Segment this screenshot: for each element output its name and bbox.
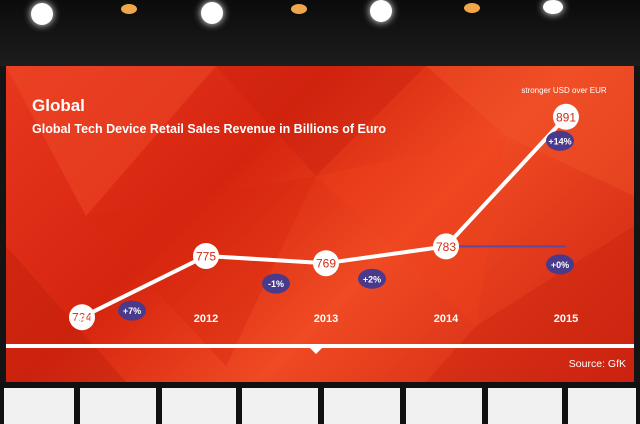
spotlight-1: [31, 3, 53, 25]
data-label: 891: [556, 110, 576, 124]
spotlight-6: [464, 3, 480, 13]
growth-label: +14%: [548, 136, 571, 146]
spotlight-7: [543, 0, 563, 14]
stage-ceiling: [0, 0, 640, 66]
growth-label: +2%: [363, 274, 381, 284]
chart-annotation: stronger USD over EUR: [521, 86, 607, 95]
divider-pointer: [310, 348, 322, 354]
data-label: 775: [196, 250, 216, 264]
spotlight-4: [291, 4, 307, 14]
spotlight-3: [201, 2, 223, 24]
growth-badge: [262, 273, 290, 294]
growth-label: -1%: [268, 279, 284, 289]
slide-title: Global: [32, 96, 85, 115]
stage-panel: [162, 388, 236, 424]
data-point: [193, 243, 219, 269]
data-label: 783: [436, 240, 456, 254]
x-tick-label: 2013: [314, 313, 338, 325]
bottom-divider: [6, 344, 634, 348]
stage-panel: [406, 388, 482, 424]
stage-panel: [80, 388, 156, 424]
stage-panel: [242, 388, 318, 424]
stage-panel: [324, 388, 400, 424]
background-facets: [6, 66, 634, 382]
growth-badge: [358, 268, 386, 289]
growth-badge: [118, 300, 146, 321]
data-point: [313, 250, 339, 277]
chart-subtitle: Global Tech Device Retail Sales Revenue …: [32, 122, 387, 136]
data-label: 724: [72, 311, 92, 325]
stage-panel: [488, 388, 562, 424]
data-point: [553, 103, 579, 130]
source-note: Source: GfK: [568, 358, 626, 370]
data-point: [69, 304, 95, 331]
spotlight-2: [121, 4, 137, 14]
data-point: [433, 233, 459, 260]
x-tick-label: 2015: [554, 313, 578, 325]
data-label: 769: [316, 257, 336, 271]
x-tick-label: 2012: [194, 313, 218, 325]
stage-panel: [4, 388, 74, 424]
spotlight-5: [370, 0, 392, 22]
x-tick-label: 2011: [70, 313, 94, 325]
growth-badge: [546, 254, 574, 275]
chart: 724 775 769 783 891 2011 2012 2013 2014 2015 +7% -1…: [6, 66, 634, 382]
growth-badge: [546, 130, 574, 151]
growth-label: +0%: [551, 260, 569, 270]
plot-area: 724 775 769 783 891 2011 2012 2013 2014 2015 +7% -1…: [69, 86, 607, 331]
x-tick-label: 2014: [434, 313, 459, 325]
stage-panel: [568, 388, 636, 424]
growth-label: +7%: [123, 306, 141, 316]
projection-screen: 724 775 769 783 891 2011 2012 2013 2014 2015 +7% -1…: [6, 66, 634, 382]
